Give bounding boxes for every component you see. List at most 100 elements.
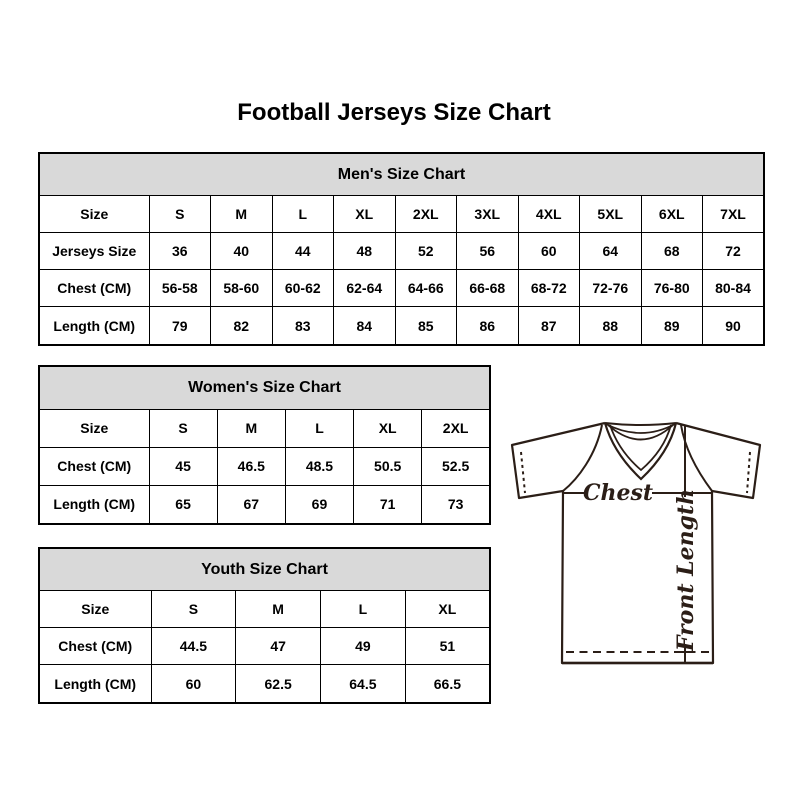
cell-value: 7XL — [702, 195, 765, 234]
row-header: Size — [38, 590, 152, 629]
cell-value: 44.5 — [150, 627, 237, 666]
cell-value: 85 — [394, 306, 457, 346]
collar-inner-v — [609, 424, 672, 472]
cell-value: 89 — [640, 306, 703, 346]
collar-outer-v — [603, 422, 678, 481]
table-row: Chest (CM) 45 46.5 48.5 50.5 52.5 — [38, 446, 491, 486]
front-length-label: Front Length — [673, 489, 699, 652]
cell-value: XL — [404, 590, 491, 629]
cell-value: 49 — [320, 627, 406, 666]
cell-value: 5XL — [579, 195, 642, 234]
cell-value: 52.5 — [421, 446, 491, 486]
cell-value: 46.5 — [216, 446, 286, 486]
cell-value: XL — [353, 408, 423, 448]
cell-value: 82 — [210, 306, 273, 346]
cell-value: 68 — [640, 232, 703, 271]
row-header: Chest (CM) — [38, 446, 150, 486]
cell-value: 64.5 — [320, 664, 406, 704]
cell-value: 4XL — [517, 195, 580, 234]
row-header: Chest (CM) — [38, 627, 152, 666]
cell-value: 65 — [148, 484, 218, 525]
right-armhole-seam — [680, 424, 713, 492]
collar-back-arc-1 — [605, 423, 676, 434]
table-title: Women's Size Chart — [38, 365, 491, 410]
table-row: Chest (CM) 56-58 58-60 60-62 62-64 64-66 66-68… — [38, 269, 765, 308]
cell-value: 80-84 — [702, 269, 765, 308]
row-header: Size — [38, 408, 150, 448]
row-header: Length (CM) — [38, 484, 150, 525]
cell-value: 60 — [517, 232, 580, 271]
cell-value: 3XL — [456, 195, 519, 234]
cell-value: L — [284, 408, 355, 448]
cell-value: 71 — [353, 484, 423, 525]
cell-value: 2XL — [421, 408, 491, 448]
jersey-outline — [510, 421, 762, 665]
mens-size-table: Men's Size Chart Size S M L XL 2XL 3XL 4XL 5XL 6XL… — [38, 152, 765, 346]
left-armhole-seam — [562, 424, 603, 492]
table-row: Size S M L XL 2XL — [38, 408, 491, 448]
womens-size-table: Women's Size Chart Size S M L XL 2XL Chest (CM)… — [38, 365, 491, 525]
cell-value: 90 — [702, 306, 765, 346]
cell-value: 52 — [394, 232, 457, 271]
cell-value: S — [150, 590, 237, 629]
cell-value: 6XL — [640, 195, 703, 234]
cell-value: 79 — [148, 306, 211, 346]
cell-value: 83 — [271, 306, 334, 346]
cell-value: 50.5 — [353, 446, 423, 486]
cell-value: 36 — [148, 232, 211, 271]
cell-value: L — [320, 590, 406, 629]
chest-label: Chest — [583, 480, 653, 506]
cell-value: 68-72 — [517, 269, 580, 308]
cell-value: 87 — [517, 306, 580, 346]
cell-value: 84 — [333, 306, 396, 346]
cell-value: S — [148, 195, 211, 234]
collar-top-line — [604, 422, 677, 426]
cell-value: 73 — [421, 484, 491, 525]
cell-value: 66-68 — [456, 269, 519, 308]
cell-value: 56 — [456, 232, 519, 271]
collar-back-arc-2 — [607, 424, 674, 441]
cell-value: 60 — [150, 664, 237, 704]
cell-value: 69 — [284, 484, 355, 525]
cell-value: 67 — [216, 484, 286, 525]
row-header: Jerseys Size — [38, 232, 150, 271]
cell-value: L — [271, 195, 334, 234]
cell-value: 62.5 — [235, 664, 321, 704]
size-table: Men's Size Chart Size S M L XL 2XL 3XL 4XL 5XL 6XL… — [38, 152, 765, 346]
cell-value: S — [148, 408, 218, 448]
cell-value: 44 — [271, 232, 334, 271]
row-header: Chest (CM) — [38, 269, 150, 308]
cell-value: XL — [333, 195, 396, 234]
cell-value: 48 — [333, 232, 396, 271]
table-title: Men's Size Chart — [38, 152, 765, 197]
cell-value: 72 — [702, 232, 765, 271]
cell-value: 60-62 — [271, 269, 334, 308]
cell-value: 40 — [210, 232, 273, 271]
cell-value: 64-66 — [394, 269, 457, 308]
table-title: Youth Size Chart — [38, 547, 491, 592]
cell-value: 48.5 — [284, 446, 355, 486]
jersey-measurement-diagram: Chest Front Length — [510, 421, 762, 665]
table-row: Size S M L XL 2XL 3XL 4XL 5XL 6XL 7XL — [38, 195, 765, 234]
row-header: Length (CM) — [38, 664, 152, 704]
table-row: Length (CM) 65 67 69 71 73 — [38, 484, 491, 525]
cell-value: 62-64 — [333, 269, 396, 308]
table-row: Chest (CM) 44.5 47 49 51 — [38, 627, 491, 666]
cell-value: 56-58 — [148, 269, 211, 308]
cell-value: M — [210, 195, 273, 234]
cell-value: 86 — [456, 306, 519, 346]
table-row: Size S M L XL — [38, 590, 491, 629]
youth-size-table: Youth Size Chart Size S M L XL Chest (CM) 44.5 4… — [38, 547, 491, 704]
cell-value: 76-80 — [640, 269, 703, 308]
page-title: Football Jerseys Size Chart — [237, 99, 551, 126]
size-table: Women's Size Chart Size S M L XL 2XL Chest (CM)… — [38, 365, 491, 525]
size-table: Youth Size Chart Size S M L XL Chest (CM) 44.5 4… — [38, 547, 491, 704]
cell-value: 51 — [404, 627, 491, 666]
left-cuff-dashed-line — [520, 451, 526, 494]
row-header: Size — [38, 195, 150, 234]
cell-value: 2XL — [394, 195, 457, 234]
cell-value: 72-76 — [579, 269, 642, 308]
cell-value: 45 — [148, 446, 218, 486]
table-row: Length (CM) 79 82 83 84 85 86 87 88 89 90 — [38, 306, 765, 346]
